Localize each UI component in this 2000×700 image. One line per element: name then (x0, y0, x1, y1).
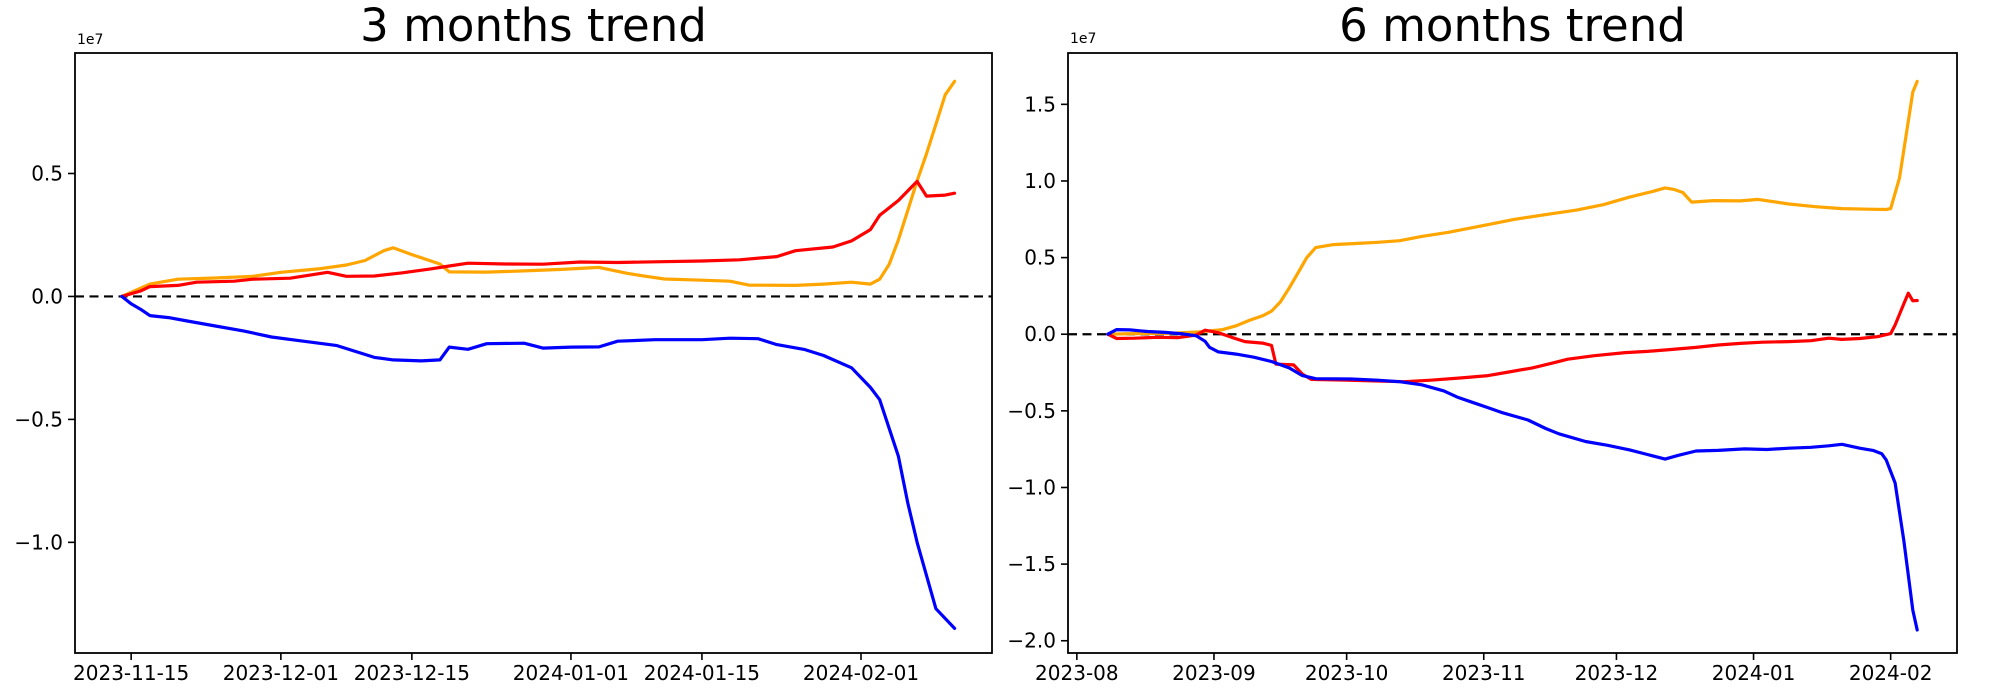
chart-title-3-months: 3 months trend (360, 0, 707, 52)
x-tick-label: 2023-11 (1442, 661, 1526, 685)
y-tick-label: −2.0 (1007, 629, 1056, 653)
series-line-blue (1106, 328, 1919, 632)
x-tick-label: 2024-01-01 (513, 661, 629, 685)
series-line-orange (120, 79, 957, 298)
x-tick-label: 2023-10 (1305, 661, 1389, 685)
x-tick-label: 2024-01 (1712, 661, 1796, 685)
x-tick-label: 2024-01-15 (644, 661, 760, 685)
y-tick-label: 0.0 (1024, 322, 1056, 346)
x-tick-label: 2023-08 (1035, 661, 1119, 685)
series-line-blue (120, 294, 957, 631)
y-tick-label: 1.0 (1024, 169, 1056, 193)
y-axis-offset-label-right: 1e7 (1070, 31, 1097, 47)
x-tick-label: 2023-11-15 (73, 661, 189, 685)
axes-spines (74, 52, 993, 654)
x-tick-label: 2023-12 (1575, 661, 1659, 685)
series-line-orange (1106, 79, 1919, 336)
y-tick-label: −1.5 (1007, 552, 1056, 576)
chart-title-6-months: 6 months trend (1339, 0, 1686, 52)
y-tick-label: −0.5 (1007, 399, 1056, 423)
y-tick-label: 1.5 (1024, 92, 1056, 116)
y-tick-label: 0.0 (31, 284, 63, 308)
x-tick-label: 2023-12-15 (354, 661, 470, 685)
y-tick-label: −1.0 (1007, 475, 1056, 499)
y-tick-label: 0.5 (31, 161, 63, 185)
axes-spines (1067, 52, 1958, 654)
y-tick-label: −0.5 (14, 407, 63, 431)
x-tick-label: 2024-02-01 (803, 661, 919, 685)
x-tick-label: 2023-09 (1172, 661, 1256, 685)
y-axis-offset-label-left: 1e7 (77, 32, 104, 48)
y-tick-label: 0.5 (1024, 246, 1056, 270)
x-tick-label: 2024-02 (1849, 661, 1933, 685)
series-line-red (120, 179, 957, 298)
y-tick-label: −1.0 (14, 530, 63, 554)
x-tick-label: 2023-12-01 (223, 661, 339, 685)
series-line-red (1106, 291, 1919, 384)
